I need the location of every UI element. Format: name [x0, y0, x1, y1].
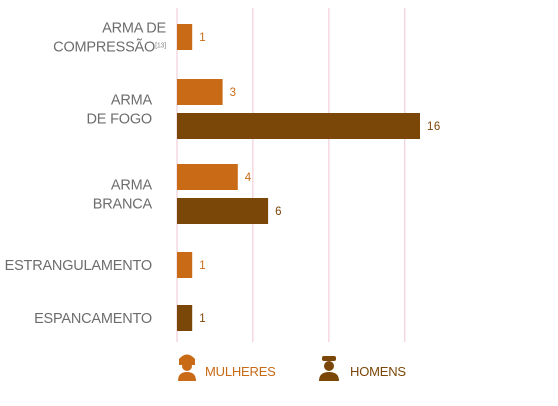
category-label: ESPANCAMENTO: [34, 311, 152, 327]
value-label: 1: [199, 313, 206, 325]
bar-mulheres: [177, 79, 223, 105]
category-label: ARMA DE COMPRESSÃO[13]: [53, 21, 166, 56]
bar-homens: [177, 113, 420, 139]
value-label: 16: [427, 121, 441, 133]
legend-label: HOMENS: [350, 364, 406, 379]
value-label: 4: [245, 172, 252, 184]
value-label: 6: [275, 206, 282, 218]
bar-mulheres: [177, 24, 193, 50]
woman-icon: [178, 354, 196, 381]
value-label: 1: [199, 32, 206, 44]
legend-label: MULHERES: [205, 364, 276, 379]
bar-homens: [177, 305, 193, 331]
man-icon: [319, 356, 339, 381]
bar-homens: [177, 198, 269, 224]
category-labels: ARMA DE COMPRESSÃO[13] ARMA DE FOGO ARMA BRAN…: [5, 21, 167, 328]
category-label: ESTRANGULAMENTO: [5, 258, 152, 274]
bar-mulheres: [177, 164, 238, 190]
bars: 1 3 16 4 6 1 1: [177, 24, 441, 331]
value-label: 1: [199, 260, 206, 272]
value-label: 3: [230, 87, 237, 99]
footnote-ref: [13]: [155, 43, 166, 50]
category-label: ARMA BRANCA: [93, 178, 153, 213]
bar-mulheres: [177, 252, 193, 278]
legend: MULHERES HOMENS: [178, 354, 407, 381]
category-label: ARMA DE FOGO: [87, 93, 153, 128]
